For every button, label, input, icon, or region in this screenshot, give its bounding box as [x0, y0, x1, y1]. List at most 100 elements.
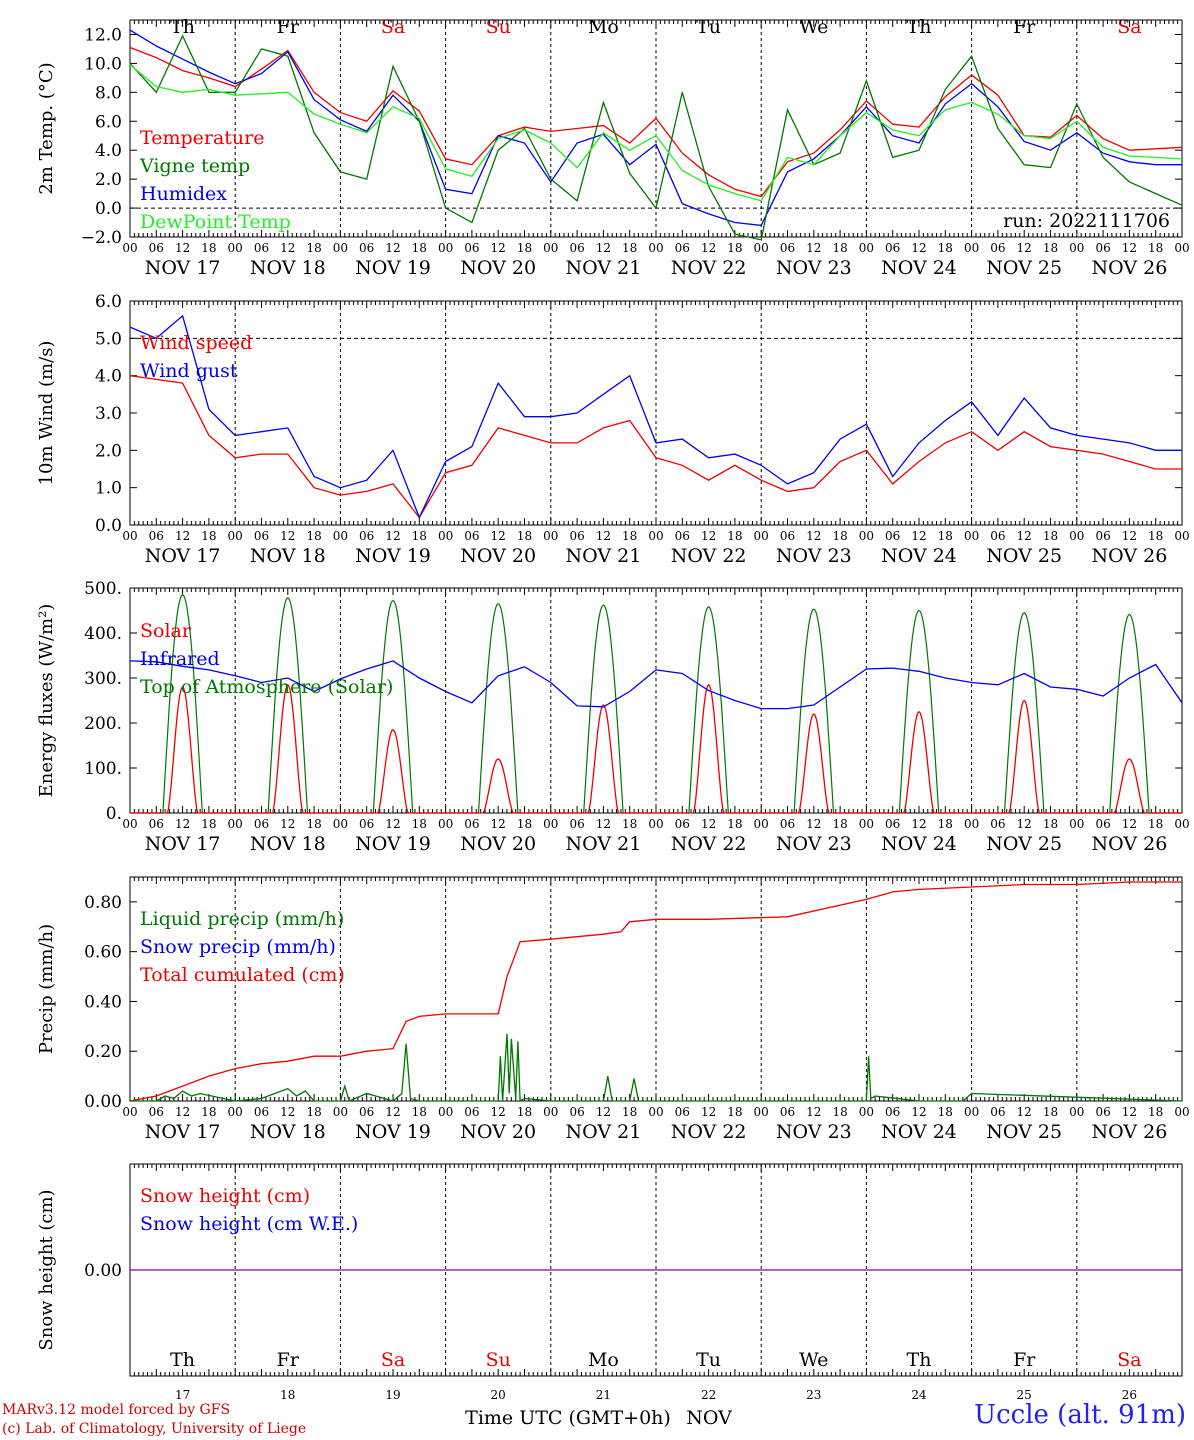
hour-tick-label: 00	[964, 1105, 979, 1119]
date-label: NOV 17	[145, 833, 221, 855]
hour-tick-label: 12	[1017, 1105, 1032, 1119]
hour-tick-label: 00	[438, 241, 453, 255]
y-tick-label: 2.0	[95, 441, 122, 461]
y-tick-label: 300.	[84, 669, 122, 689]
legend-entry: Total cumulated (cm)	[140, 964, 345, 986]
hour-tick-label: 12	[175, 817, 190, 831]
hour-tick-label: 06	[675, 529, 690, 543]
y-tick-label: 100.	[84, 759, 122, 779]
hour-tick-label: 06	[990, 1105, 1005, 1119]
hour-ticks	[129, 877, 1183, 1101]
total-cumulated-cm-line	[129, 881, 1182, 1102]
hour-tick-label: 06	[780, 529, 795, 543]
date-label: NOV 26	[1091, 833, 1167, 855]
hour-tick-label: 00	[754, 817, 769, 831]
hour-tick-label: 18	[1148, 241, 1163, 255]
panel-frame	[129, 19, 1183, 238]
y-axis-label: Precip (mm/h)	[36, 924, 57, 1054]
hour-tick-label: 06	[254, 241, 269, 255]
y-tick-label: 12.0	[84, 25, 122, 45]
y-tick-label: 6.0	[95, 292, 122, 312]
hour-tick-label: 06	[464, 1105, 479, 1119]
hour-tick-label: 12	[1017, 529, 1032, 543]
day-number: 25	[1017, 1388, 1032, 1402]
hour-tick-label: 18	[517, 529, 532, 543]
hour-tick-label: 00	[1174, 529, 1189, 543]
legend-entry: Temperature	[140, 127, 264, 149]
y-tick-label: 4.0	[95, 367, 122, 387]
date-label: NOV 26	[1091, 257, 1167, 279]
panel-frame	[129, 587, 1183, 814]
hour-tick-label: 06	[359, 1105, 374, 1119]
y-tick-label: 200.	[84, 714, 122, 734]
hour-tick-label: 18	[201, 817, 216, 831]
plot-frame	[129, 300, 1183, 526]
hour-tick-label: 12	[596, 241, 611, 255]
legend-entry: Liquid precip (mm/h)	[140, 908, 344, 930]
hour-tick-label: 00	[333, 817, 348, 831]
time-axis: 00 06 12 18 NOV 17 00 06 12 18 NOV 18 00 06 12 18 NOV …	[122, 817, 1189, 855]
hour-tick-label: 12	[806, 817, 821, 831]
hour-tick-label: 12	[701, 529, 716, 543]
hour-tick-label: 12	[911, 529, 926, 543]
y-axis-label: Energy fluxes (W/m²)	[36, 604, 57, 798]
hour-tick-label: 18	[832, 817, 847, 831]
hour-tick-label: 12	[280, 529, 295, 543]
temperature-line	[129, 46, 1183, 198]
hour-tick-label: 12	[280, 1105, 295, 1119]
humidex-line	[129, 29, 1182, 227]
date-label: NOV 23	[776, 833, 852, 855]
liquid-precip-mm-h-line	[130, 1033, 1183, 1103]
y-tick-label: 6.0	[95, 112, 122, 132]
hour-tick-label: 18	[1043, 817, 1058, 831]
date-label: NOV 19	[355, 833, 431, 855]
hour-tick-label: 00	[648, 529, 663, 543]
hour-tick-label: 06	[885, 529, 900, 543]
panel-frame	[129, 876, 1183, 1102]
hour-tick-label: 06	[885, 817, 900, 831]
date-label: NOV 24	[881, 257, 957, 279]
y-tick-label: 0.00	[84, 1092, 122, 1112]
hour-tick-label: 18	[306, 817, 321, 831]
day-number: 19	[385, 1388, 400, 1402]
hour-tick-label: 06	[254, 529, 269, 543]
legend: Solar Infrared Top of Atmosphere (Solar)	[140, 620, 393, 698]
hour-tick-label: 06	[359, 817, 374, 831]
hour-tick-label: 18	[1043, 529, 1058, 543]
hour-tick-label: 12	[491, 529, 506, 543]
y-tick-label: 1.0	[95, 479, 122, 499]
date-label: NOV 17	[145, 545, 221, 567]
hour-tick-label: 18	[622, 817, 637, 831]
date-label: NOV 18	[250, 257, 326, 279]
hour-tick-label: 18	[622, 1105, 637, 1119]
hour-tick-label: 18	[201, 1105, 216, 1119]
hour-tick-label: 18	[622, 241, 637, 255]
date-label: NOV 25	[986, 833, 1062, 855]
hour-tick-label: 00	[543, 241, 558, 255]
hour-tick-label: 12	[280, 241, 295, 255]
hour-tick-label: 06	[569, 529, 584, 543]
date-label: NOV 22	[671, 833, 747, 855]
hour-tick-label: 12	[1122, 1105, 1137, 1119]
hour-tick-label: 18	[832, 529, 847, 543]
time-axis: 00 06 12 18 NOV 17 00 06 12 18 NOV 18 00 06 12 18 NOV …	[122, 241, 1189, 279]
y-axis: 6.0 5.0 4.0 3.0 2.0 1.0 0.0 10m Wind (m/s)	[36, 292, 1182, 536]
date-label: NOV 24	[881, 833, 957, 855]
weekday-label: Fr	[1013, 1349, 1036, 1371]
infrared-line	[129, 660, 1183, 710]
weekday-label: Fr	[277, 1349, 300, 1371]
weekday-label: Th	[907, 1349, 932, 1371]
hour-tick-label: 06	[1095, 529, 1110, 543]
day-number: 18	[280, 1388, 295, 1402]
hour-tick-label: 00	[438, 817, 453, 831]
hour-tick-label: 06	[254, 817, 269, 831]
hour-tick-label: 06	[885, 241, 900, 255]
hour-tick-label: 00	[228, 241, 243, 255]
hour-tick-label: 18	[306, 241, 321, 255]
hour-tick-label: 00	[333, 529, 348, 543]
hour-tick-label: 18	[938, 529, 953, 543]
date-label: NOV 25	[986, 545, 1062, 567]
date-label: NOV 18	[250, 545, 326, 567]
day-number: 20	[491, 1388, 506, 1402]
hour-tick-label: 18	[727, 529, 742, 543]
